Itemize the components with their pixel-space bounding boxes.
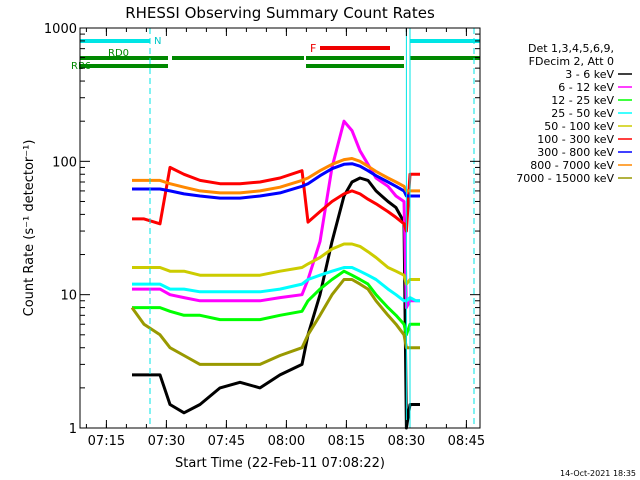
x-tick-label: 08:15 <box>328 434 365 449</box>
series-line <box>132 242 420 286</box>
series-line <box>132 266 420 303</box>
legend-entry-label: 3 - 6 keV <box>565 68 614 81</box>
axes-layer: 07:15 07:30 07:45 08:00 08:15 08:30 08:45 1 10 10… <box>44 22 485 449</box>
series-line <box>132 157 420 195</box>
legend-entry-label: 25 - 50 keV <box>551 107 614 120</box>
x-tick-label: 07:30 <box>148 434 185 449</box>
x-tick-label: 08:45 <box>448 434 485 449</box>
x-tick-label: 07:15 <box>88 434 125 449</box>
legend-entry-label: 50 - 100 keV <box>544 120 614 133</box>
flag-rb6-label: RB6 <box>71 61 91 72</box>
legend-entry-label: 100 - 300 keV <box>537 133 614 146</box>
plot-frame <box>79 27 481 429</box>
timestamp: 14-Oct-2021 18:35 <box>560 469 636 478</box>
series-layer <box>130 119 420 430</box>
y-tick-label: 100 <box>52 155 77 170</box>
x-axis-label: Start Time (22-Feb-11 07:08:22) <box>175 456 385 471</box>
x-tick-label: 08:00 <box>268 434 305 449</box>
y-tick-label: 10 <box>60 289 77 304</box>
series-line <box>132 269 420 337</box>
chart-title: RHESSI Observing Summary Count Rates <box>125 4 435 22</box>
flag-rd0-label: RD0 <box>108 48 129 59</box>
flags-layer: N F RD0 RB6 <box>71 36 480 72</box>
legend: Det 1,3,4,5,6,9,FDecim 2, Att 03 - 6 keV… <box>516 42 632 185</box>
legend-entry-label: 12 - 25 keV <box>551 94 614 107</box>
y-tick-label: 1000 <box>44 22 77 37</box>
series-line <box>132 162 420 200</box>
legend-entry-label: 6 - 12 keV <box>558 81 614 94</box>
y-axis-label: Count Rate (s⁻¹ detector⁻¹) <box>22 140 37 317</box>
legend-header-line: Det 1,3,4,5,6,9, <box>528 42 614 55</box>
legend-entry-label: 800 - 7000 keV <box>530 159 614 172</box>
series-line <box>132 176 420 430</box>
legend-header-line: FDecim 2, Att 0 <box>529 55 614 68</box>
y-tick-label: 1 <box>69 422 77 437</box>
series-line <box>132 119 420 310</box>
x-tick-label: 08:30 <box>388 434 425 449</box>
x-tick-label: 07:45 <box>208 434 245 449</box>
series-line <box>130 278 420 366</box>
flag-n-label: N <box>154 36 161 47</box>
flag-f-label: F <box>310 42 316 55</box>
series-line <box>132 165 420 233</box>
vlines-layer <box>79 28 475 428</box>
legend-entry-label: 300 - 800 keV <box>537 146 614 159</box>
legend-entry-label: 7000 - 15000 keV <box>516 172 614 185</box>
